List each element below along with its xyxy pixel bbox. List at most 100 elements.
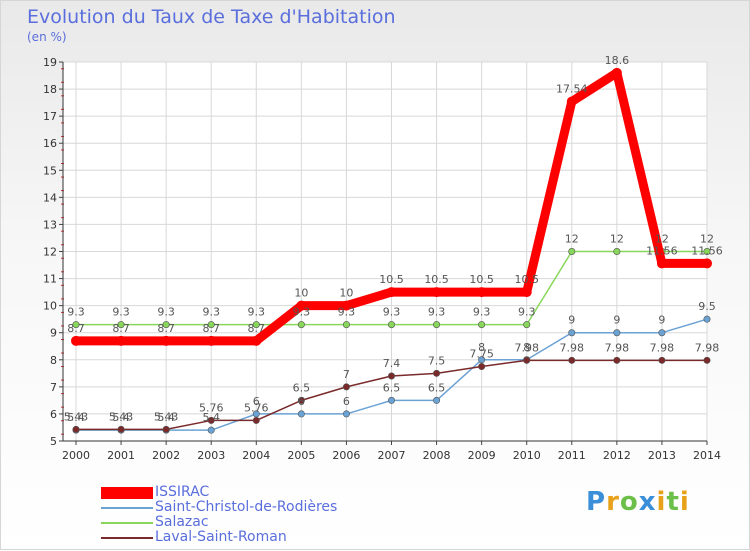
x-tick-label: 2000 — [62, 449, 90, 462]
legend-label-salazac: Salazac — [155, 514, 209, 530]
data-label: 17.54 — [556, 83, 588, 96]
proxiti-logo: Proxiti — [586, 487, 690, 517]
data-point — [431, 287, 442, 298]
y-tick-label: 8 — [50, 354, 57, 367]
y-tick-label: 9 — [50, 327, 57, 340]
data-label: 5.76 — [244, 401, 269, 414]
data-point — [342, 410, 350, 418]
data-label: 7.75 — [469, 348, 494, 361]
y-tick-label: 13 — [43, 218, 57, 231]
axes-layer: 5 6 7 8 9 10 11 12 13 14 15 16 17 18 19 2000 2001 2002 200… — [43, 56, 721, 462]
data-point — [162, 321, 170, 329]
data-point — [613, 248, 621, 256]
brand-letter: t — [666, 487, 680, 517]
x-tick-label: 2010 — [513, 449, 541, 462]
data-point — [433, 369, 441, 377]
data-label: 12 — [700, 233, 714, 246]
data-point — [656, 258, 667, 269]
data-point — [251, 335, 262, 346]
data-point — [161, 335, 172, 346]
data-label: 9.3 — [293, 306, 311, 319]
data-point — [478, 363, 486, 371]
x-tick-label: 2009 — [468, 449, 496, 462]
data-label: 8.7 — [248, 322, 266, 335]
data-point — [658, 329, 666, 337]
x-tick-label: 2008 — [423, 449, 451, 462]
data-label: 11.56 — [646, 244, 678, 257]
data-point — [613, 329, 621, 337]
data-point — [72, 425, 80, 433]
legend-item-laval[interactable]: Laval-Saint-Roman — [101, 530, 337, 545]
data-label: 6 — [253, 395, 260, 408]
y-tick-label: 17 — [43, 110, 57, 123]
y-tick-label: 19 — [43, 56, 57, 69]
x-tick-label: 2012 — [603, 449, 631, 462]
data-label: 9.3 — [112, 306, 130, 319]
data-label: 6.5 — [383, 381, 401, 394]
data-label: 8 — [478, 341, 485, 354]
data-point — [568, 356, 576, 364]
data-label: 12 — [565, 233, 579, 246]
data-point — [386, 287, 397, 298]
data-point — [252, 416, 260, 424]
data-point — [478, 321, 486, 329]
data-label: 9 — [658, 314, 665, 327]
data-point — [611, 67, 622, 78]
data-point — [116, 335, 127, 346]
data-label: 9.3 — [473, 306, 491, 319]
x-tick-label: 2006 — [332, 449, 360, 462]
data-label: 9.3 — [518, 306, 536, 319]
data-label: 5.43 — [64, 410, 89, 423]
data-label: 9 — [568, 314, 575, 327]
data-label: 12 — [655, 233, 669, 246]
legend-swatch-issirac — [101, 486, 153, 499]
data-label: 5.4 — [67, 411, 85, 424]
data-label: 10.5 — [514, 273, 539, 286]
brand-letter: P — [586, 487, 607, 517]
data-point — [387, 321, 395, 329]
data-label: 8.7 — [202, 322, 220, 335]
data-label: 6 — [343, 395, 350, 408]
data-label: 9.3 — [67, 306, 85, 319]
legend-swatch-salazac — [101, 521, 153, 524]
legend-label-saint-christol: Saint-Christol-de-Rodières — [155, 499, 338, 515]
data-label: 7.98 — [695, 341, 720, 354]
legend-swatch-saint-christol — [101, 506, 153, 509]
data-point — [703, 356, 711, 364]
data-label: 9.3 — [157, 306, 175, 319]
x-tick-label: 2003 — [197, 449, 225, 462]
data-label: 9.3 — [202, 306, 220, 319]
data-point — [476, 287, 487, 298]
legend-item-saint-christol[interactable]: Saint-Christol-de-Rodières — [101, 500, 337, 515]
data-label: 10.5 — [469, 273, 494, 286]
data-point — [207, 321, 215, 329]
x-tick-label: 2004 — [242, 449, 270, 462]
x-tick-label: 2013 — [648, 449, 676, 462]
legend-swatch-laval — [101, 536, 153, 539]
y-tick-label: 10 — [43, 300, 57, 313]
data-point — [207, 416, 215, 424]
legend-item-issirac[interactable]: ISSIRAC — [101, 485, 337, 500]
data-point — [568, 329, 576, 337]
x-tick-label: 2014 — [693, 449, 721, 462]
data-point — [296, 300, 307, 311]
data-label: 9.3 — [383, 306, 401, 319]
data-label: 9.3 — [338, 306, 356, 319]
data-label: 8.7 — [67, 322, 85, 335]
data-label: 7.98 — [560, 341, 585, 354]
data-label: 10.5 — [379, 273, 404, 286]
data-label: 5.76 — [199, 401, 224, 414]
legend-item-salazac[interactable]: Salazac — [101, 515, 337, 530]
x-tick-label: 2011 — [558, 449, 586, 462]
data-point — [117, 425, 125, 433]
data-point — [297, 396, 305, 404]
data-label: 7.98 — [514, 341, 539, 354]
data-label: 12 — [610, 233, 624, 246]
data-point — [387, 372, 395, 380]
data-label: 11.56 — [691, 244, 723, 257]
data-point — [523, 356, 531, 364]
x-tick-label: 2007 — [378, 449, 406, 462]
data-point — [478, 356, 486, 364]
